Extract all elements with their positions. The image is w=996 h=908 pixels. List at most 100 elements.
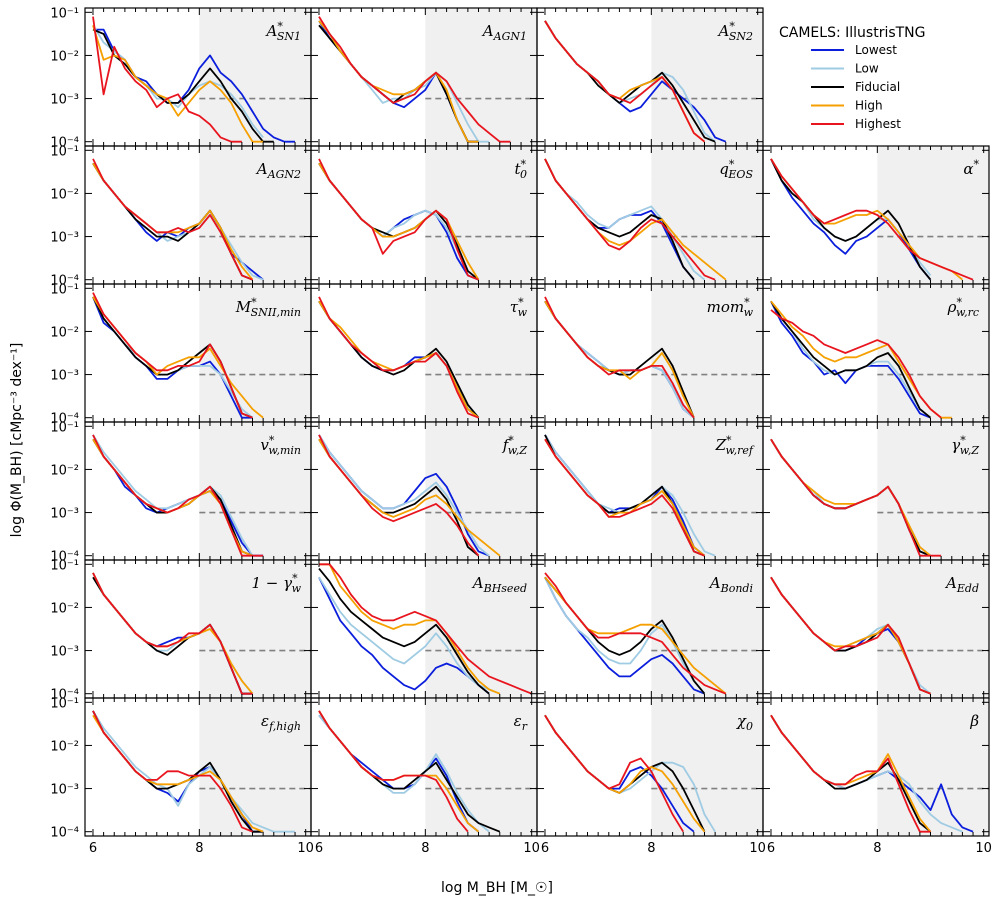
x-tick-label: 10 [975, 841, 992, 856]
x-tick-label: 6 [315, 841, 323, 856]
panel-label-3: AAGN2 [255, 160, 301, 181]
series-line-highest [770, 438, 942, 557]
series-line-high [319, 563, 501, 695]
series-line-highest [92, 16, 242, 143]
panel-5: q* EOS [536, 145, 764, 285]
series-line-low [92, 434, 254, 557]
series-line-fiducial [770, 300, 932, 419]
panel-10: ρ* w,rc [762, 283, 990, 423]
shaded-region [877, 560, 989, 698]
shaded-region [199, 698, 311, 836]
series-line-highest [318, 710, 469, 833]
series-line-highest [319, 563, 533, 695]
series-line-highest [770, 576, 931, 695]
y-tick-label: 10⁻¹ [50, 282, 79, 297]
y-tick-label: 10⁻² [50, 325, 79, 340]
y-tick-label: 10⁻² [50, 187, 79, 202]
panel-3: 10⁻¹ 10⁻² 10⁻³ 10⁻⁴ AAGN2 [50, 144, 312, 289]
x-tick-label: 10 [297, 841, 314, 856]
x-tick-label: 6 [89, 841, 97, 856]
series-line-highest [318, 16, 511, 143]
panel-11: 10⁻¹ 10⁻² 10⁻³ 10⁻⁴ v* w,min [50, 420, 312, 565]
panel-label-22: β [969, 712, 979, 730]
series-line-high [318, 20, 479, 143]
y-tick-label: 10⁻² [50, 601, 79, 616]
legend: CAMELS: IllustrisTNG Lowest Low Fiducial Hi… [779, 25, 926, 131]
y-tick-label: 10⁻⁴ [50, 550, 79, 565]
y-tick-label: 10⁻³ [50, 231, 79, 246]
series-line-highest [318, 296, 479, 419]
x-tick-label: 6 [541, 841, 549, 856]
legend-label-fiducial: Fiducial [855, 80, 900, 94]
panel-label-11: v* w,min [260, 434, 301, 457]
panel-label-12: f* w,Z [502, 434, 528, 457]
series-line-highest [544, 714, 684, 833]
shaded-region [199, 560, 311, 698]
shaded-region [877, 698, 989, 836]
panel-17: ABondi [536, 559, 764, 699]
panel-20: 6 8 10 εr [310, 697, 540, 856]
panel-label-8: τ* w [510, 296, 528, 319]
series-line-lowest [770, 158, 932, 281]
series-line-highest [92, 434, 264, 557]
panel-9: mom* w [536, 283, 764, 423]
panel-12: f* w,Z [310, 421, 538, 561]
shaded-region [651, 698, 763, 836]
panel-label-19: εf,high [261, 712, 301, 733]
legend-label-highest: Highest [855, 117, 901, 131]
panel-label-20: εr [514, 712, 528, 733]
y-tick-label: 10⁻³ [50, 507, 79, 522]
series-line-highest [92, 158, 253, 281]
series-line-low [318, 434, 490, 557]
x-tick-label: 8 [421, 841, 429, 856]
series-line-low [92, 710, 295, 833]
panel-frame [762, 697, 990, 837]
panel-label-7: M* SNII,min [235, 296, 301, 319]
legend-label-low: Low [855, 62, 879, 76]
x-tick-label: 10 [523, 841, 540, 856]
panel-label-6: α* [963, 158, 979, 178]
panel-0: 10⁻¹ 10⁻² 10⁻³ 10⁻⁴ A* SN1 [50, 6, 312, 151]
panel-14: γ* w,Z [762, 421, 990, 561]
y-tick-label: 10⁻¹ [50, 144, 79, 159]
panel-label-18: AEdd [944, 574, 979, 595]
panel-label-14: γ* w,Z [951, 434, 979, 457]
panel-label-5: q* EOS [719, 158, 753, 181]
shaded-region [425, 284, 537, 422]
panel-19: 10⁻¹ 10⁻² 10⁻³ 10⁻⁴ 6 8 10 εf,high [50, 696, 314, 856]
y-tick-label: 10⁻² [50, 739, 79, 754]
series-line-highest [92, 292, 253, 419]
panel-label-9: mom* w [707, 296, 754, 319]
series-line-low [544, 158, 706, 281]
y-tick-label: 10⁻¹ [50, 420, 79, 435]
panel-label-0: A* SN1 [264, 20, 301, 43]
shaded-region [651, 146, 763, 284]
y-tick-label: 10⁻² [50, 49, 79, 64]
series-line-highest [770, 158, 974, 281]
y-tick-label: 10⁻⁴ [50, 274, 79, 289]
panel-8: τ* w [310, 283, 538, 423]
series-line-highest [770, 714, 931, 833]
panel-6: α* [762, 145, 990, 285]
panel-label-2: A* SN2 [716, 20, 753, 43]
series-line-fiducial [318, 568, 490, 695]
series-line-highest [318, 158, 479, 281]
y-tick-label: 10⁻¹ [50, 696, 79, 711]
series-line-fiducial [92, 28, 274, 143]
y-tick-label: 10⁻² [50, 463, 79, 478]
panel-15: 10⁻¹ 10⁻² 10⁻³ 10⁻⁴ 1 − γ* w [50, 558, 312, 703]
panel-label-4: t* 0 [514, 158, 527, 181]
shaded-region [425, 146, 537, 284]
panel-7: 10⁻¹ 10⁻² 10⁻³ 10⁻⁴ M* SNII,min [50, 282, 312, 427]
panel-13: Z* w,ref [536, 421, 764, 561]
panel-label-1: AAGN1 [481, 22, 527, 43]
panel-1: AAGN1 [310, 7, 538, 147]
y-tick-label: 10⁻¹ [50, 6, 79, 21]
legend-title: CAMELS: IllustrisTNG [779, 25, 926, 41]
y-axis-label: log Φ(M_BH) [cMpc⁻³ dex⁻¹] [9, 343, 25, 538]
panel-label-13: Z* w,ref [715, 434, 755, 457]
shaded-region [425, 8, 537, 146]
series-line-low [92, 24, 264, 138]
y-tick-label: 10⁻³ [50, 93, 79, 108]
